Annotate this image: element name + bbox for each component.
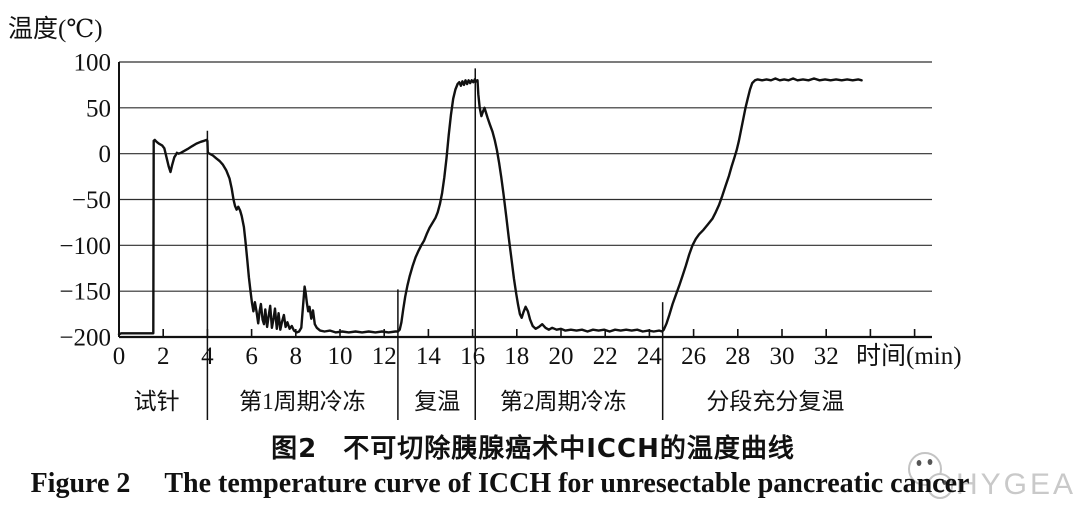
x-tick-label: 22 [593, 343, 618, 370]
caption-zh-prefix: 图2 [271, 434, 318, 464]
phase-label: 第1周期冷冻 [239, 389, 366, 414]
caption-english: Figure 2 The temperature curve of ICCH fo… [0, 468, 1000, 500]
x-tick-label: 2 [157, 343, 170, 370]
x-tick-label: 28 [725, 343, 750, 370]
y-tick-label: −100 [59, 233, 111, 260]
x-tick-label: 8 [290, 343, 303, 370]
x-tick-label: 26 [681, 343, 706, 370]
y-tick-label: 0 [99, 141, 112, 168]
x-tick-label: 16 [460, 343, 485, 370]
caption-en-text: The temperature curve of ICCH for unrese… [164, 468, 970, 499]
y-tick-label: 50 [86, 95, 111, 122]
x-tick-label: 24 [637, 343, 663, 370]
phase-label: 分段充分复温 [706, 389, 844, 414]
y-tick-label: −50 [72, 187, 111, 214]
y-tick-label: −150 [59, 279, 111, 306]
watermark-text: HYGEA [956, 468, 1076, 501]
watermark-logo-icon [908, 452, 953, 499]
phase-label: 试针 [134, 389, 180, 414]
x-tick-label: 12 [372, 343, 397, 370]
phase-label: 复温 [414, 389, 460, 414]
x-tick-label: 0 [113, 343, 126, 370]
temperature-curve [117, 77, 863, 336]
y-tick-label: −200 [59, 325, 111, 352]
x-tick-label: 14 [416, 343, 442, 370]
phase-label: 第2周期冷冻 [500, 389, 627, 414]
caption-en-prefix: Figure 2 [30, 468, 131, 499]
x-tick-label: 6 [245, 343, 258, 370]
x-tick-label: 30 [770, 343, 795, 370]
x-tick-label: 18 [504, 343, 529, 370]
x-axis-title: 时间(min) [856, 342, 962, 370]
caption-chinese: 图2 不可切除胰腺癌术中ICCH的温度曲线 [0, 428, 1066, 465]
x-tick-label: 32 [814, 343, 839, 370]
y-tick-label: 100 [74, 50, 112, 77]
watermark: HYGEA [908, 452, 1076, 501]
y-axis-title: 温度(℃) [8, 15, 103, 43]
x-tick-label: 10 [328, 343, 353, 370]
caption-zh-text: 不可切除胰腺癌术中ICCH的温度曲线 [343, 434, 795, 464]
x-tick-label: 20 [549, 343, 574, 370]
